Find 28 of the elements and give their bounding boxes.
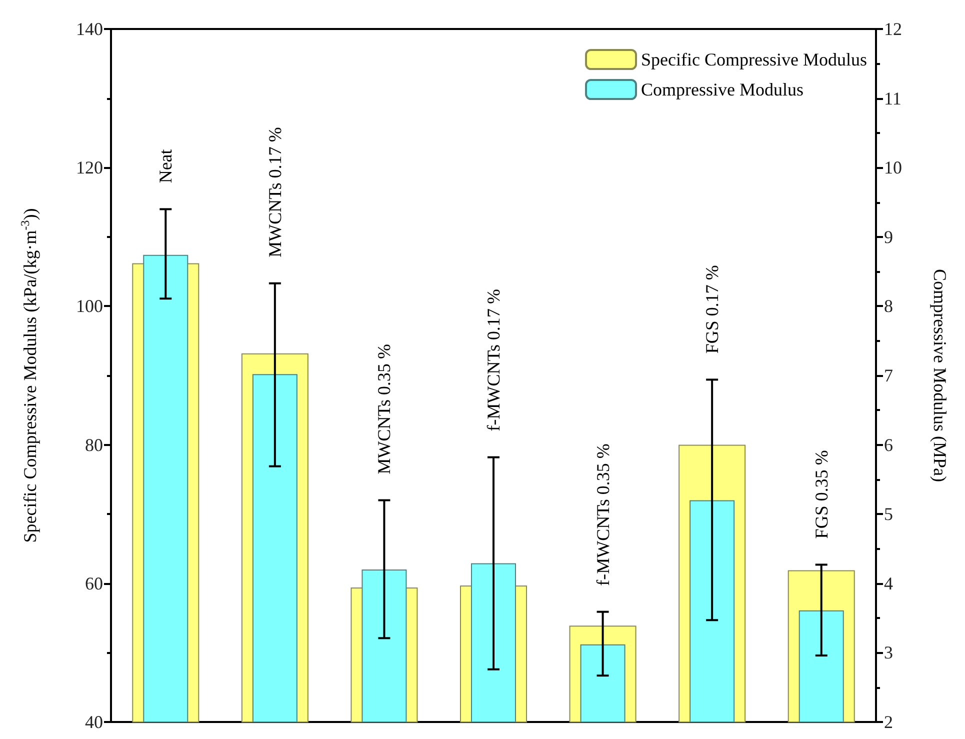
y2-tick-label: 8 (884, 296, 893, 316)
y2-tick-label: 4 (884, 573, 893, 594)
y-tick-label: 40 (85, 712, 103, 732)
y2-tick-label: 6 (884, 434, 893, 455)
x-tick-label: MWCNTs 0.17 % (264, 127, 285, 258)
y-axis-title: Specific Compressive Modulus (kPa/(kg·m-3)) (18, 208, 40, 543)
legend-label: Compressive Modulus (641, 80, 804, 100)
y2-tick-label: 10 (884, 158, 902, 178)
legend-label: Specific Compressive Modulus (641, 50, 868, 70)
y-tick-label: 140 (76, 19, 103, 39)
x-tick-label: FGS 0.35 % (811, 450, 832, 539)
y2-axis-title: Compressive Modulus (MPa) (930, 269, 950, 482)
y2-tick-label: 5 (884, 504, 893, 524)
x-tick-label: FGS 0.17 % (702, 265, 722, 354)
x-tick-label: f-MWCNTs 0.35 % (592, 444, 613, 586)
y-tick-label: 120 (76, 158, 103, 178)
x-tick-label: f-MWCNTs 0.17 % (484, 289, 504, 432)
x-tick-label: MWCNTs 0.35 % (374, 344, 394, 474)
y-tick-label: 100 (76, 296, 103, 316)
y2-tick-label: 7 (884, 366, 893, 386)
y2-tick-label: 12 (884, 19, 902, 39)
y-tick-label: 60 (85, 573, 103, 594)
y2-tick-label: 11 (884, 88, 902, 108)
y2-tick-label: 9 (884, 226, 893, 247)
x-tick-label: Neat (156, 149, 176, 184)
y2-tick-label: 3 (884, 642, 893, 663)
y-tick-label: 80 (85, 434, 103, 455)
y2-tick-label: 2 (884, 712, 893, 732)
